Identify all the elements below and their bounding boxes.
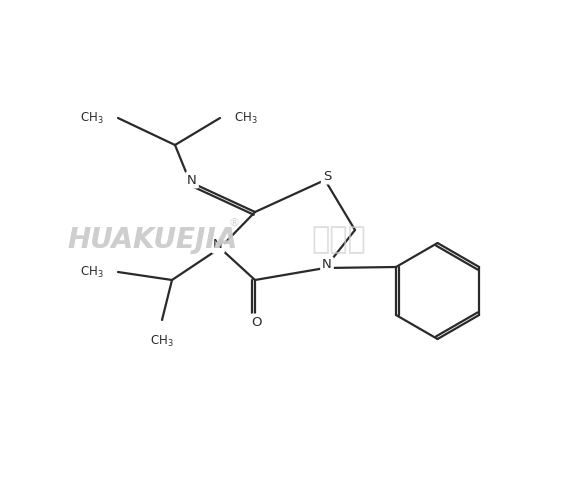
- Text: CH$_3$: CH$_3$: [150, 334, 174, 349]
- Text: CH$_3$: CH$_3$: [80, 110, 104, 126]
- Text: HUAKUEJIA: HUAKUEJIA: [67, 226, 237, 254]
- Text: O: O: [252, 315, 262, 328]
- Text: CH$_3$: CH$_3$: [80, 264, 104, 279]
- Text: HUAKUEJIA: HUAKUEJIA: [67, 226, 237, 254]
- Text: N: N: [187, 173, 197, 187]
- Text: 化学加: 化学加: [311, 226, 366, 254]
- Text: N: N: [213, 239, 223, 252]
- Text: N: N: [322, 259, 332, 272]
- Text: ®: ®: [228, 218, 240, 228]
- Text: CH$_3$: CH$_3$: [234, 110, 258, 126]
- Text: S: S: [323, 169, 331, 182]
